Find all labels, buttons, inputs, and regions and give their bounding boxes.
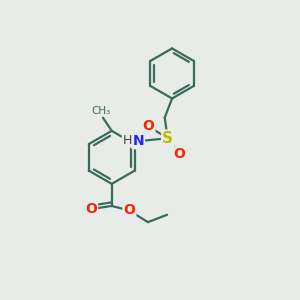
Text: O: O bbox=[124, 203, 135, 218]
Text: S: S bbox=[162, 131, 173, 146]
Text: H: H bbox=[122, 134, 132, 147]
Text: O: O bbox=[173, 147, 185, 161]
Text: O: O bbox=[142, 119, 154, 134]
Text: N: N bbox=[132, 134, 144, 148]
Text: CH₃: CH₃ bbox=[92, 106, 111, 116]
Text: O: O bbox=[85, 202, 97, 216]
